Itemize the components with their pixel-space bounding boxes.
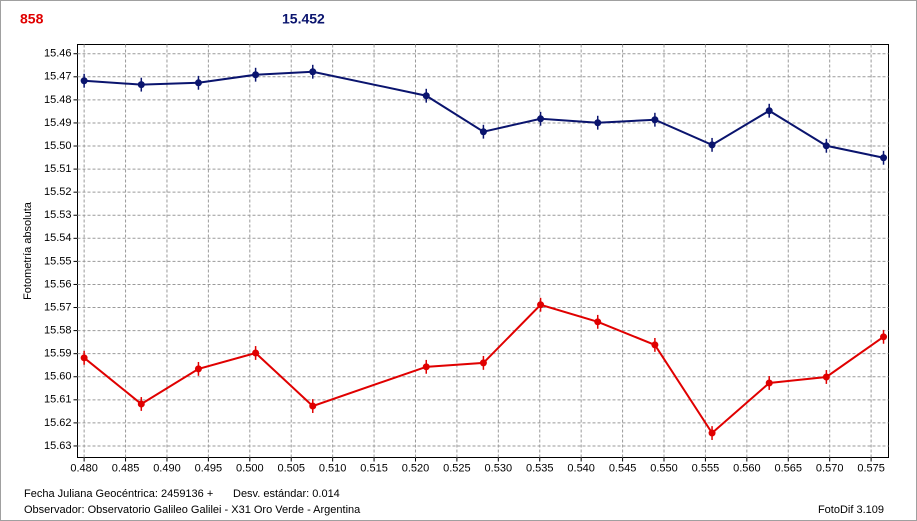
- data-point: [765, 379, 773, 387]
- x-tick-label: 0.515: [360, 462, 388, 474]
- data-point: [537, 301, 545, 309]
- data-point: [594, 119, 602, 127]
- data-point: [422, 363, 430, 371]
- y-tick-label: 15.46: [44, 48, 72, 60]
- x-tick-label: 0.540: [567, 462, 595, 474]
- data-point: [822, 142, 830, 150]
- header-left: 858: [20, 11, 44, 27]
- footer-software: FotoDif 3.109: [818, 504, 884, 516]
- data-point: [479, 359, 487, 367]
- data-point: [309, 68, 317, 76]
- x-tick-label: 0.520: [402, 462, 430, 474]
- y-tick-label: 15.52: [44, 186, 72, 198]
- y-tick-label: 15.59: [44, 348, 72, 360]
- x-tick-label: 0.525: [443, 462, 471, 474]
- data-point: [880, 333, 888, 341]
- x-tick-label: 0.485: [112, 462, 140, 474]
- y-axis-label: Fotometría absoluta: [22, 201, 34, 300]
- header-right: 15.452: [282, 11, 325, 27]
- x-tick-label: 0.550: [650, 462, 678, 474]
- x-tick-label: 0.505: [277, 462, 305, 474]
- data-point: [80, 77, 88, 85]
- y-tick-label: 15.55: [44, 255, 72, 267]
- y-tick-label: 15.57: [44, 301, 72, 313]
- data-point: [309, 402, 317, 410]
- y-tick-label: 15.51: [44, 163, 72, 175]
- footer-date: Fecha Juliana Geocéntrica: 2459136 +: [24, 488, 213, 500]
- data-point: [194, 79, 202, 87]
- x-tick-label: 0.500: [236, 462, 264, 474]
- data-point: [651, 116, 659, 124]
- y-tick-label: 15.62: [44, 417, 72, 429]
- plot-area: [77, 44, 889, 458]
- data-point: [708, 141, 716, 149]
- y-tick-label: 15.54: [44, 232, 72, 244]
- y-tick-label: 15.50: [44, 140, 72, 152]
- x-tick-label: 0.560: [733, 462, 761, 474]
- y-tick-label: 15.58: [44, 325, 72, 337]
- y-tick-label: 15.47: [44, 71, 72, 83]
- data-point: [479, 128, 487, 136]
- y-tick-label: 15.63: [44, 440, 72, 452]
- x-tick-label: 0.565: [774, 462, 802, 474]
- series-line: [83, 303, 885, 435]
- data-point: [651, 341, 659, 349]
- x-tick-label: 0.480: [70, 462, 98, 474]
- series-line: [84, 70, 884, 159]
- x-tick-label: 0.510: [319, 462, 347, 474]
- x-tick-label: 0.535: [526, 462, 554, 474]
- x-tick-label: 0.555: [692, 462, 720, 474]
- data-point: [708, 429, 716, 437]
- data-point: [137, 81, 145, 89]
- x-tick-label: 0.545: [609, 462, 637, 474]
- x-tick-label: 0.495: [195, 462, 223, 474]
- x-tick-label: 0.530: [485, 462, 513, 474]
- data-point: [880, 154, 888, 162]
- footer-observer: Observador: Observatorio Galileo Galilei…: [24, 504, 361, 516]
- data-point: [194, 365, 202, 373]
- data-point: [537, 115, 545, 123]
- data-point: [765, 107, 773, 115]
- y-tick-label: 15.60: [44, 371, 72, 383]
- data-point: [137, 400, 145, 408]
- y-tick-label: 15.48: [44, 94, 72, 106]
- y-tick-label: 15.56: [44, 278, 72, 290]
- y-tick-label: 15.53: [44, 209, 72, 221]
- data-point: [594, 318, 602, 326]
- footer-std: Desv. estándar: 0.014: [233, 488, 340, 500]
- data-point: [422, 92, 430, 100]
- y-tick-label: 15.49: [44, 117, 72, 129]
- data-point: [80, 354, 88, 362]
- data-point: [252, 349, 260, 357]
- x-tick-label: 0.490: [153, 462, 181, 474]
- data-point: [252, 71, 260, 79]
- x-tick-label: 0.575: [857, 462, 885, 474]
- data-point: [822, 373, 830, 381]
- y-tick-label: 15.61: [44, 394, 72, 406]
- x-tick-label: 0.570: [816, 462, 844, 474]
